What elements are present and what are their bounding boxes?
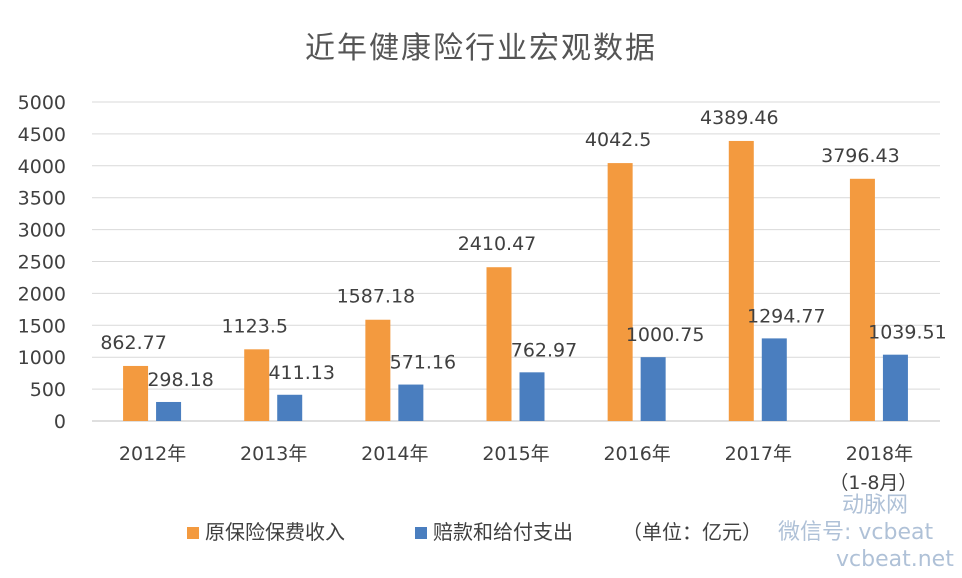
legend-swatch-premium-income	[187, 527, 199, 539]
data-label-premium-income: 1587.18	[337, 286, 416, 308]
chart-title: 近年健康险行业宏观数据	[305, 31, 657, 66]
legend-swatch-claims-payout	[415, 527, 427, 539]
legend-label-claims-payout: 赔款和给付支出	[433, 520, 573, 544]
y-tick-label: 3000	[18, 220, 66, 242]
data-label-claims-payout: 411.13	[268, 362, 334, 384]
bar-premium-income	[123, 365, 149, 421]
data-label-premium-income: 1123.5	[221, 315, 287, 337]
y-tick-label: 4000	[18, 156, 66, 178]
bar-premium-income	[365, 319, 391, 421]
bar-premium-income	[244, 349, 270, 421]
y-tick-label: 1000	[18, 347, 66, 369]
y-tick-label: 5000	[18, 92, 66, 114]
bar-claims-payout	[398, 384, 424, 421]
data-label-premium-income: 3796.43	[821, 145, 900, 167]
bar-claims-payout	[277, 394, 303, 421]
x-category-label: 2017年	[725, 443, 792, 465]
x-category-label: 2018年	[846, 443, 913, 465]
bar-claims-payout	[519, 372, 545, 421]
data-label-premium-income: 2410.47	[458, 233, 537, 255]
x-category-sublabel: （1-8月）	[829, 472, 917, 494]
legend-unit-note: （单位：亿元）	[622, 520, 762, 544]
bar-premium-income	[728, 140, 754, 421]
y-tick-label: 2500	[18, 252, 66, 274]
watermark-domain: vcbeat.net	[836, 547, 954, 572]
x-category-label: 2016年	[603, 443, 670, 465]
x-category-label: 2014年	[361, 443, 428, 465]
data-label-premium-income: 862.77	[100, 332, 166, 354]
x-category-label: 2013年	[240, 443, 307, 465]
y-tick-label: 4500	[18, 124, 66, 146]
data-label-claims-payout: 762.97	[511, 339, 577, 361]
y-tick-label: 2000	[18, 283, 66, 305]
data-label-claims-payout: 1000.75	[626, 324, 705, 346]
bar-premium-income	[607, 163, 633, 421]
y-tick-label: 1500	[18, 315, 66, 337]
bar-claims-payout	[156, 401, 182, 421]
data-label-claims-payout: 298.18	[147, 369, 213, 391]
bar-claims-payout	[882, 354, 908, 421]
data-label-claims-payout: 571.16	[390, 352, 456, 374]
bar-claims-payout	[640, 357, 666, 421]
data-label-premium-income: 4389.46	[700, 107, 779, 129]
x-category-label: 2012年	[119, 443, 186, 465]
data-label-claims-payout: 1039.51	[868, 322, 947, 344]
bar-claims-payout	[761, 338, 787, 421]
data-label-claims-payout: 1294.77	[747, 305, 826, 327]
legend-label-premium-income: 原保险保费收入	[205, 520, 345, 544]
x-category-label: 2015年	[482, 443, 549, 465]
data-label-premium-income: 4042.5	[585, 129, 651, 151]
bar-premium-income	[486, 267, 512, 421]
watermark-brand: 动脉网	[842, 493, 908, 518]
y-tick-label: 0	[54, 411, 66, 433]
watermark-wechat-id: 微信号: vcbeat	[778, 520, 934, 545]
y-tick-label: 500	[30, 379, 66, 401]
y-tick-label: 3500	[18, 188, 66, 210]
bar-premium-income	[849, 178, 875, 421]
